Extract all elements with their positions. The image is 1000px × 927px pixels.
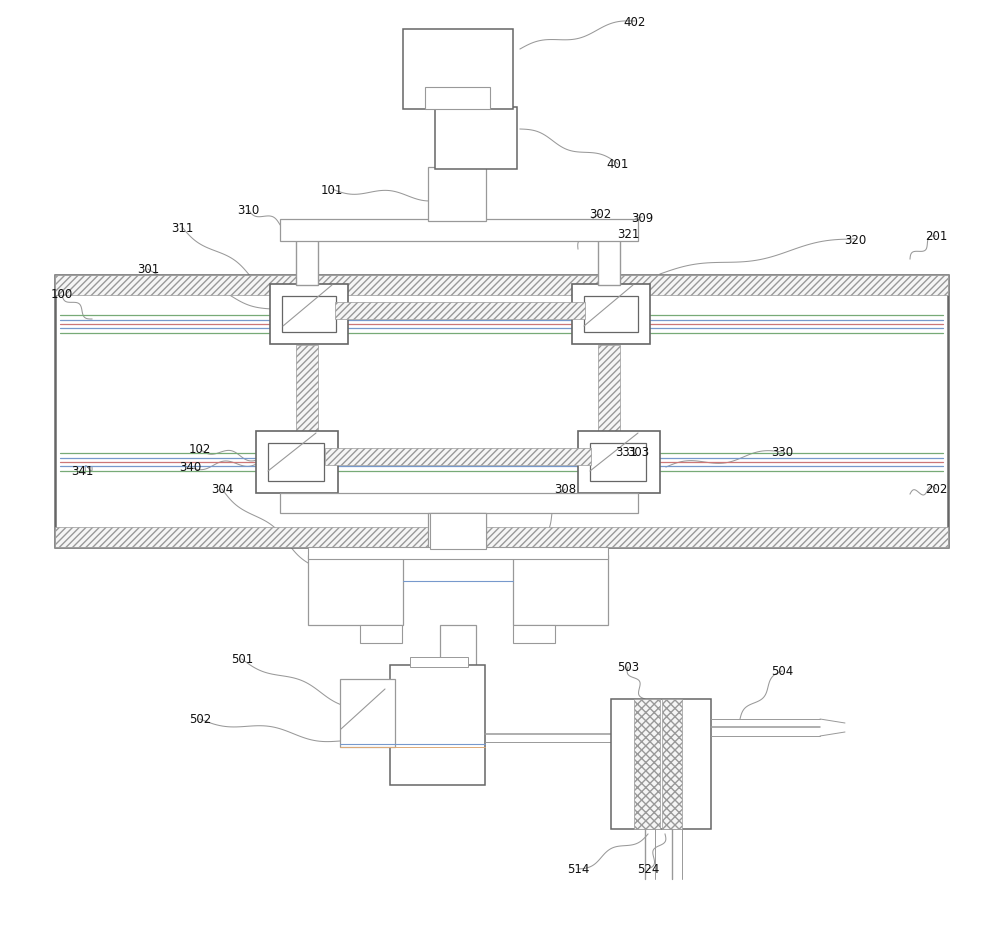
Bar <box>280 493 638 514</box>
Bar <box>513 555 608 626</box>
Bar <box>296 240 318 286</box>
Bar <box>598 240 620 286</box>
Bar <box>325 449 591 465</box>
Bar <box>308 548 608 559</box>
Text: 501: 501 <box>231 653 253 666</box>
Bar <box>440 626 476 666</box>
Text: 502: 502 <box>189 713 211 726</box>
Text: 503: 503 <box>617 661 639 674</box>
Bar <box>428 514 486 558</box>
Bar <box>335 303 585 320</box>
Text: 302: 302 <box>589 209 611 222</box>
Bar <box>662 699 682 829</box>
Text: 504: 504 <box>771 665 793 678</box>
Bar <box>435 108 517 170</box>
Bar <box>280 220 638 242</box>
Bar <box>268 443 324 481</box>
Text: 341: 341 <box>71 465 93 478</box>
Bar <box>55 527 948 548</box>
Text: 100: 100 <box>51 288 73 301</box>
Text: 402: 402 <box>624 16 646 29</box>
Text: 309: 309 <box>631 211 653 224</box>
Text: 524: 524 <box>637 862 659 876</box>
Bar <box>428 168 486 222</box>
Text: 321: 321 <box>617 228 639 241</box>
Bar <box>55 275 948 296</box>
Text: 330: 330 <box>771 446 793 459</box>
Bar <box>634 699 660 829</box>
Bar <box>308 555 403 626</box>
Text: 201: 201 <box>925 230 947 243</box>
Text: 401: 401 <box>607 159 629 171</box>
Bar <box>513 626 555 643</box>
Bar <box>572 285 650 345</box>
Bar <box>390 666 485 785</box>
Text: 102: 102 <box>189 443 211 456</box>
Bar <box>590 443 646 481</box>
Text: 301: 301 <box>137 263 159 276</box>
Text: 320: 320 <box>844 234 866 247</box>
Bar <box>296 346 318 453</box>
Bar <box>410 657 468 667</box>
Text: 514: 514 <box>567 862 589 876</box>
Text: 202: 202 <box>925 483 947 496</box>
Text: 310: 310 <box>237 203 259 216</box>
Bar <box>340 679 395 747</box>
Bar <box>403 30 513 110</box>
Text: 331: 331 <box>615 446 637 459</box>
Bar <box>598 346 620 453</box>
Bar <box>256 432 338 493</box>
Text: 308: 308 <box>554 483 576 496</box>
Bar <box>430 514 486 550</box>
Text: 101: 101 <box>321 184 343 197</box>
Bar <box>55 275 948 548</box>
Bar <box>425 88 490 110</box>
Text: 311: 311 <box>171 222 193 235</box>
Bar <box>611 699 711 829</box>
Text: 303: 303 <box>627 446 649 459</box>
Bar <box>360 626 402 643</box>
Bar <box>270 285 348 345</box>
Text: 304: 304 <box>211 483 233 496</box>
Text: 340: 340 <box>179 461 201 474</box>
Bar <box>282 297 336 333</box>
Bar <box>584 297 638 333</box>
Bar <box>578 432 660 493</box>
